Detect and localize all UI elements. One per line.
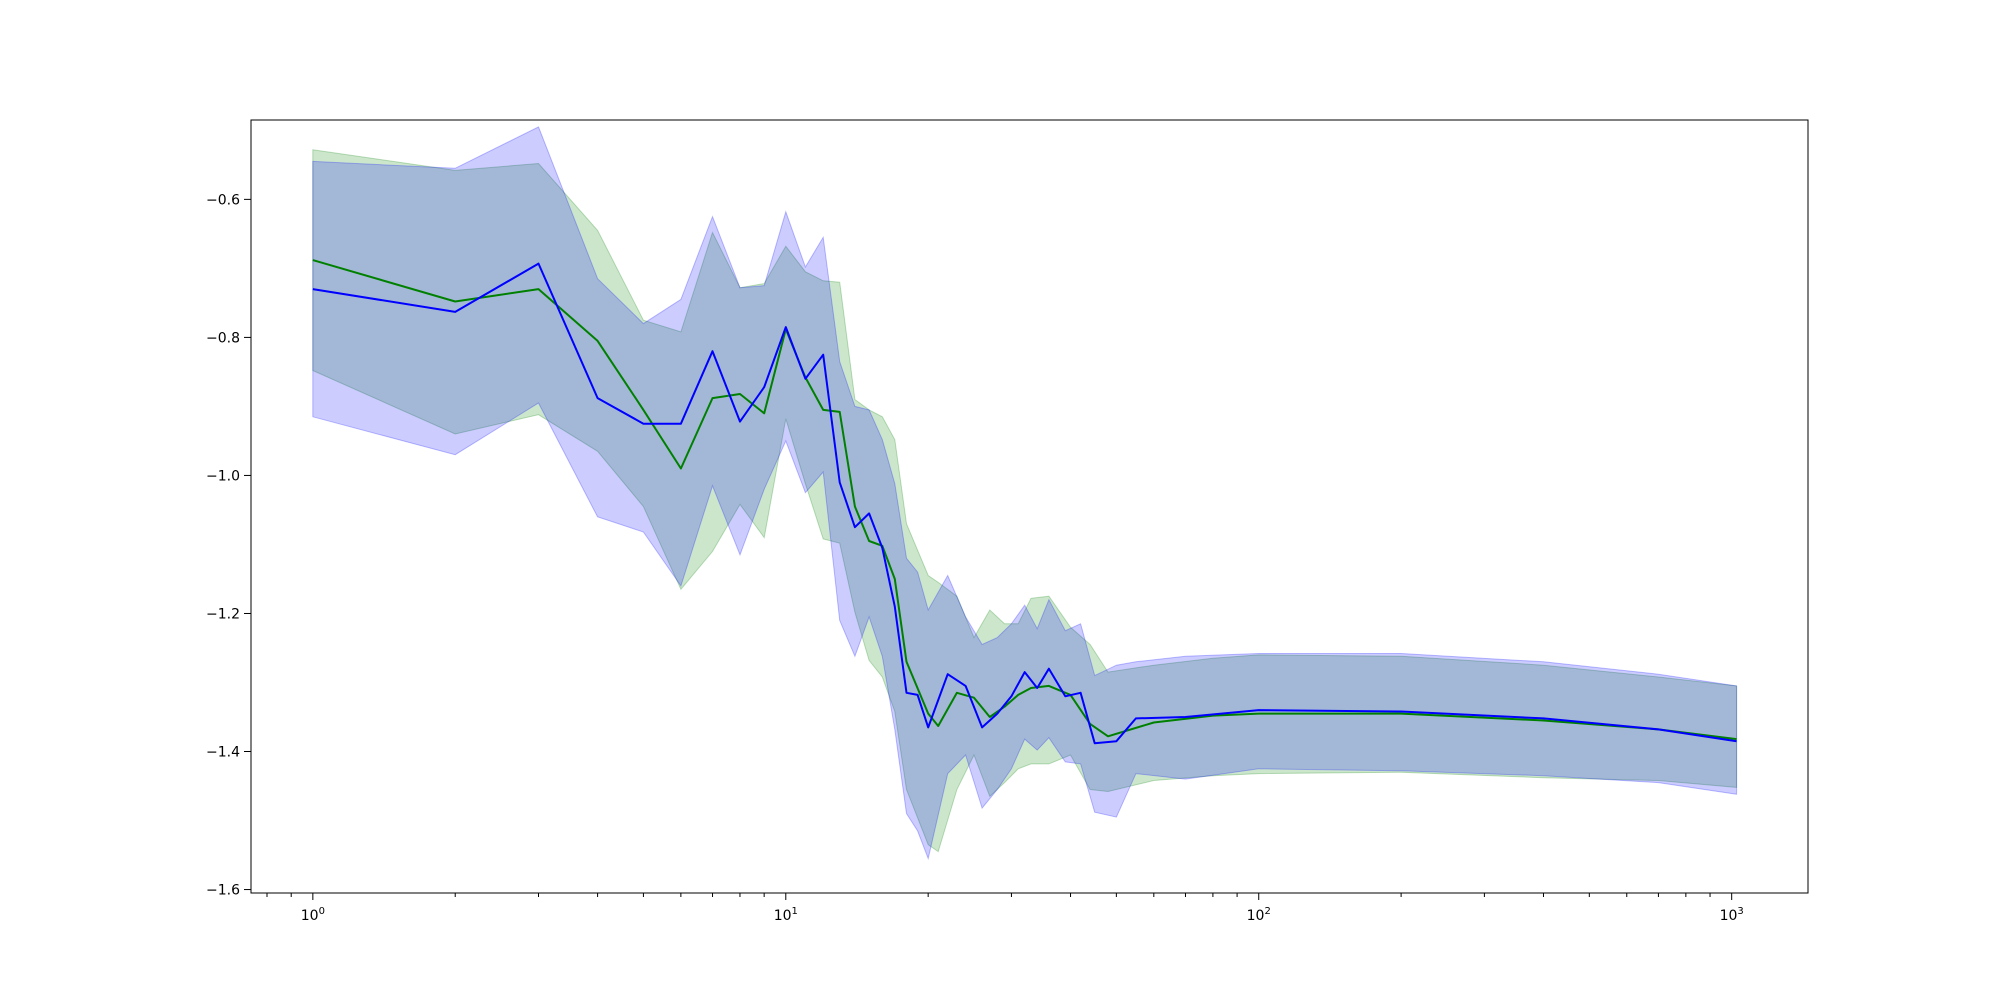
line-series-2: [312, 262, 1737, 745]
x-tick-label-exponent: 3: [1737, 906, 1743, 917]
y-tick-label: −0.8: [206, 330, 240, 346]
x-tick-label: 102: [1247, 906, 1271, 924]
x-tick-label-base: 10: [301, 908, 319, 924]
confidence-bands: [312, 126, 1738, 861]
x-tick-label-exponent: 2: [1264, 906, 1270, 917]
y-tick-label: −0.6: [206, 192, 240, 208]
x-tick-label: 100: [301, 906, 325, 924]
x-tick-label: 101: [774, 906, 798, 924]
x-axis: 100 101 102 103: [266, 893, 1744, 924]
y-tick-label: −1.0: [206, 468, 240, 484]
y-axis: −1.6 −1.4 −1.2 −1.0 −0.8 −0.6: [206, 192, 251, 899]
y-tick-label: −1.4: [206, 745, 240, 761]
band-series-1: [312, 149, 1738, 853]
x-tick-label: 103: [1720, 906, 1744, 924]
x-tick-label-exponent: 0: [319, 906, 325, 917]
axes-frame: [250, 119, 1809, 894]
line-series-1: [312, 259, 1737, 741]
x-tick-label-base: 10: [774, 908, 792, 924]
x-tick-label-exponent: 1: [792, 906, 798, 917]
series-lines: [312, 259, 1737, 745]
x-tick-label-base: 10: [1247, 908, 1265, 924]
band-series-2: [312, 126, 1738, 861]
x-tick-label-base: 10: [1720, 908, 1738, 924]
y-tick-label: −1.2: [206, 606, 240, 622]
y-tick-label: −1.6: [206, 883, 240, 899]
